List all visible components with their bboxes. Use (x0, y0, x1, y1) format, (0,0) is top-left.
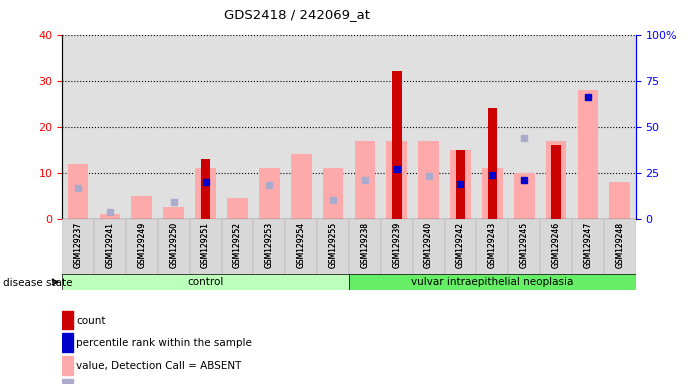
Bar (317, 219, 349, 275)
Bar (62, 311, 73, 329)
Bar (62, 333, 73, 352)
Text: GSM129240: GSM129240 (424, 222, 433, 268)
Text: GDS2418 / 242069_at: GDS2418 / 242069_at (224, 8, 370, 21)
Bar (201, 159, 210, 219)
Bar (349, 219, 381, 275)
Text: value, Detection Call = ABSENT: value, Detection Call = ABSENT (76, 361, 242, 371)
Bar (254, 219, 285, 275)
Text: GSM129239: GSM129239 (392, 222, 401, 268)
Bar (488, 108, 497, 219)
Text: GSM129246: GSM129246 (551, 222, 560, 268)
Bar (158, 219, 189, 275)
Text: GSM129247: GSM129247 (583, 222, 592, 268)
Bar (392, 71, 401, 219)
Text: GSM129238: GSM129238 (361, 222, 370, 268)
Text: GSM129248: GSM129248 (615, 222, 624, 268)
Text: GSM129247: GSM129247 (583, 222, 592, 268)
Text: GSM129237: GSM129237 (74, 222, 83, 268)
Text: GSM129251: GSM129251 (201, 222, 210, 268)
Bar (450, 150, 471, 219)
Text: GSM129242: GSM129242 (456, 222, 465, 268)
Text: GSM129242: GSM129242 (456, 222, 465, 268)
Bar (444, 219, 476, 275)
Bar (222, 219, 254, 275)
Text: GSM129252: GSM129252 (233, 222, 242, 268)
Bar (126, 219, 158, 275)
Bar (196, 168, 216, 219)
Bar (551, 145, 561, 219)
Text: GSM129255: GSM129255 (328, 222, 337, 268)
Text: GSM129253: GSM129253 (265, 222, 274, 268)
Text: GSM129255: GSM129255 (328, 222, 337, 268)
Text: GSM129246: GSM129246 (551, 222, 560, 268)
Text: GSM129253: GSM129253 (265, 222, 274, 268)
Text: GSM129248: GSM129248 (615, 222, 624, 268)
Bar (62, 219, 94, 275)
Bar (163, 207, 184, 219)
Text: GSM129240: GSM129240 (424, 222, 433, 268)
Bar (349, 274, 636, 290)
Bar (189, 219, 222, 275)
Text: disease state: disease state (3, 278, 73, 288)
Bar (227, 198, 248, 219)
Bar (482, 168, 502, 219)
Bar (418, 141, 439, 219)
Bar (604, 219, 636, 275)
Text: vulvar intraepithelial neoplasia: vulvar intraepithelial neoplasia (411, 277, 574, 287)
Bar (100, 214, 120, 219)
Text: GSM129249: GSM129249 (138, 222, 146, 268)
Bar (386, 141, 407, 219)
Text: GSM129249: GSM129249 (138, 222, 146, 268)
Text: GSM129239: GSM129239 (392, 222, 401, 268)
Bar (62, 274, 349, 290)
Text: GSM129245: GSM129245 (520, 222, 529, 268)
Bar (259, 168, 280, 219)
Bar (509, 219, 540, 275)
Bar (413, 219, 444, 275)
Text: GSM129252: GSM129252 (233, 222, 242, 268)
Bar (94, 219, 126, 275)
Bar (546, 141, 567, 219)
Text: control: control (187, 277, 224, 287)
Text: GSM129241: GSM129241 (106, 222, 115, 268)
Bar (455, 150, 465, 219)
Bar (540, 219, 572, 275)
Bar (514, 173, 535, 219)
Bar (131, 196, 152, 219)
Text: GSM129238: GSM129238 (361, 222, 370, 268)
Bar (578, 90, 598, 219)
Text: GSM129254: GSM129254 (296, 222, 305, 268)
Text: GSM129243: GSM129243 (488, 222, 497, 268)
Bar (291, 154, 312, 219)
Text: GSM129243: GSM129243 (488, 222, 497, 268)
Bar (572, 219, 604, 275)
Bar (323, 168, 343, 219)
Bar (354, 141, 375, 219)
Bar (476, 219, 509, 275)
Text: GSM129250: GSM129250 (169, 222, 178, 268)
Bar (62, 356, 73, 375)
Bar (62, 379, 73, 384)
Text: count: count (76, 316, 106, 326)
Bar (285, 219, 317, 275)
Text: GSM129251: GSM129251 (201, 222, 210, 268)
Text: percentile rank within the sample: percentile rank within the sample (76, 338, 252, 348)
Text: GSM129237: GSM129237 (74, 222, 83, 268)
Text: GSM129254: GSM129254 (296, 222, 305, 268)
Text: GSM129245: GSM129245 (520, 222, 529, 268)
Bar (609, 182, 630, 219)
Bar (68, 164, 88, 219)
Text: GSM129241: GSM129241 (106, 222, 115, 268)
Text: GSM129250: GSM129250 (169, 222, 178, 268)
Bar (381, 219, 413, 275)
